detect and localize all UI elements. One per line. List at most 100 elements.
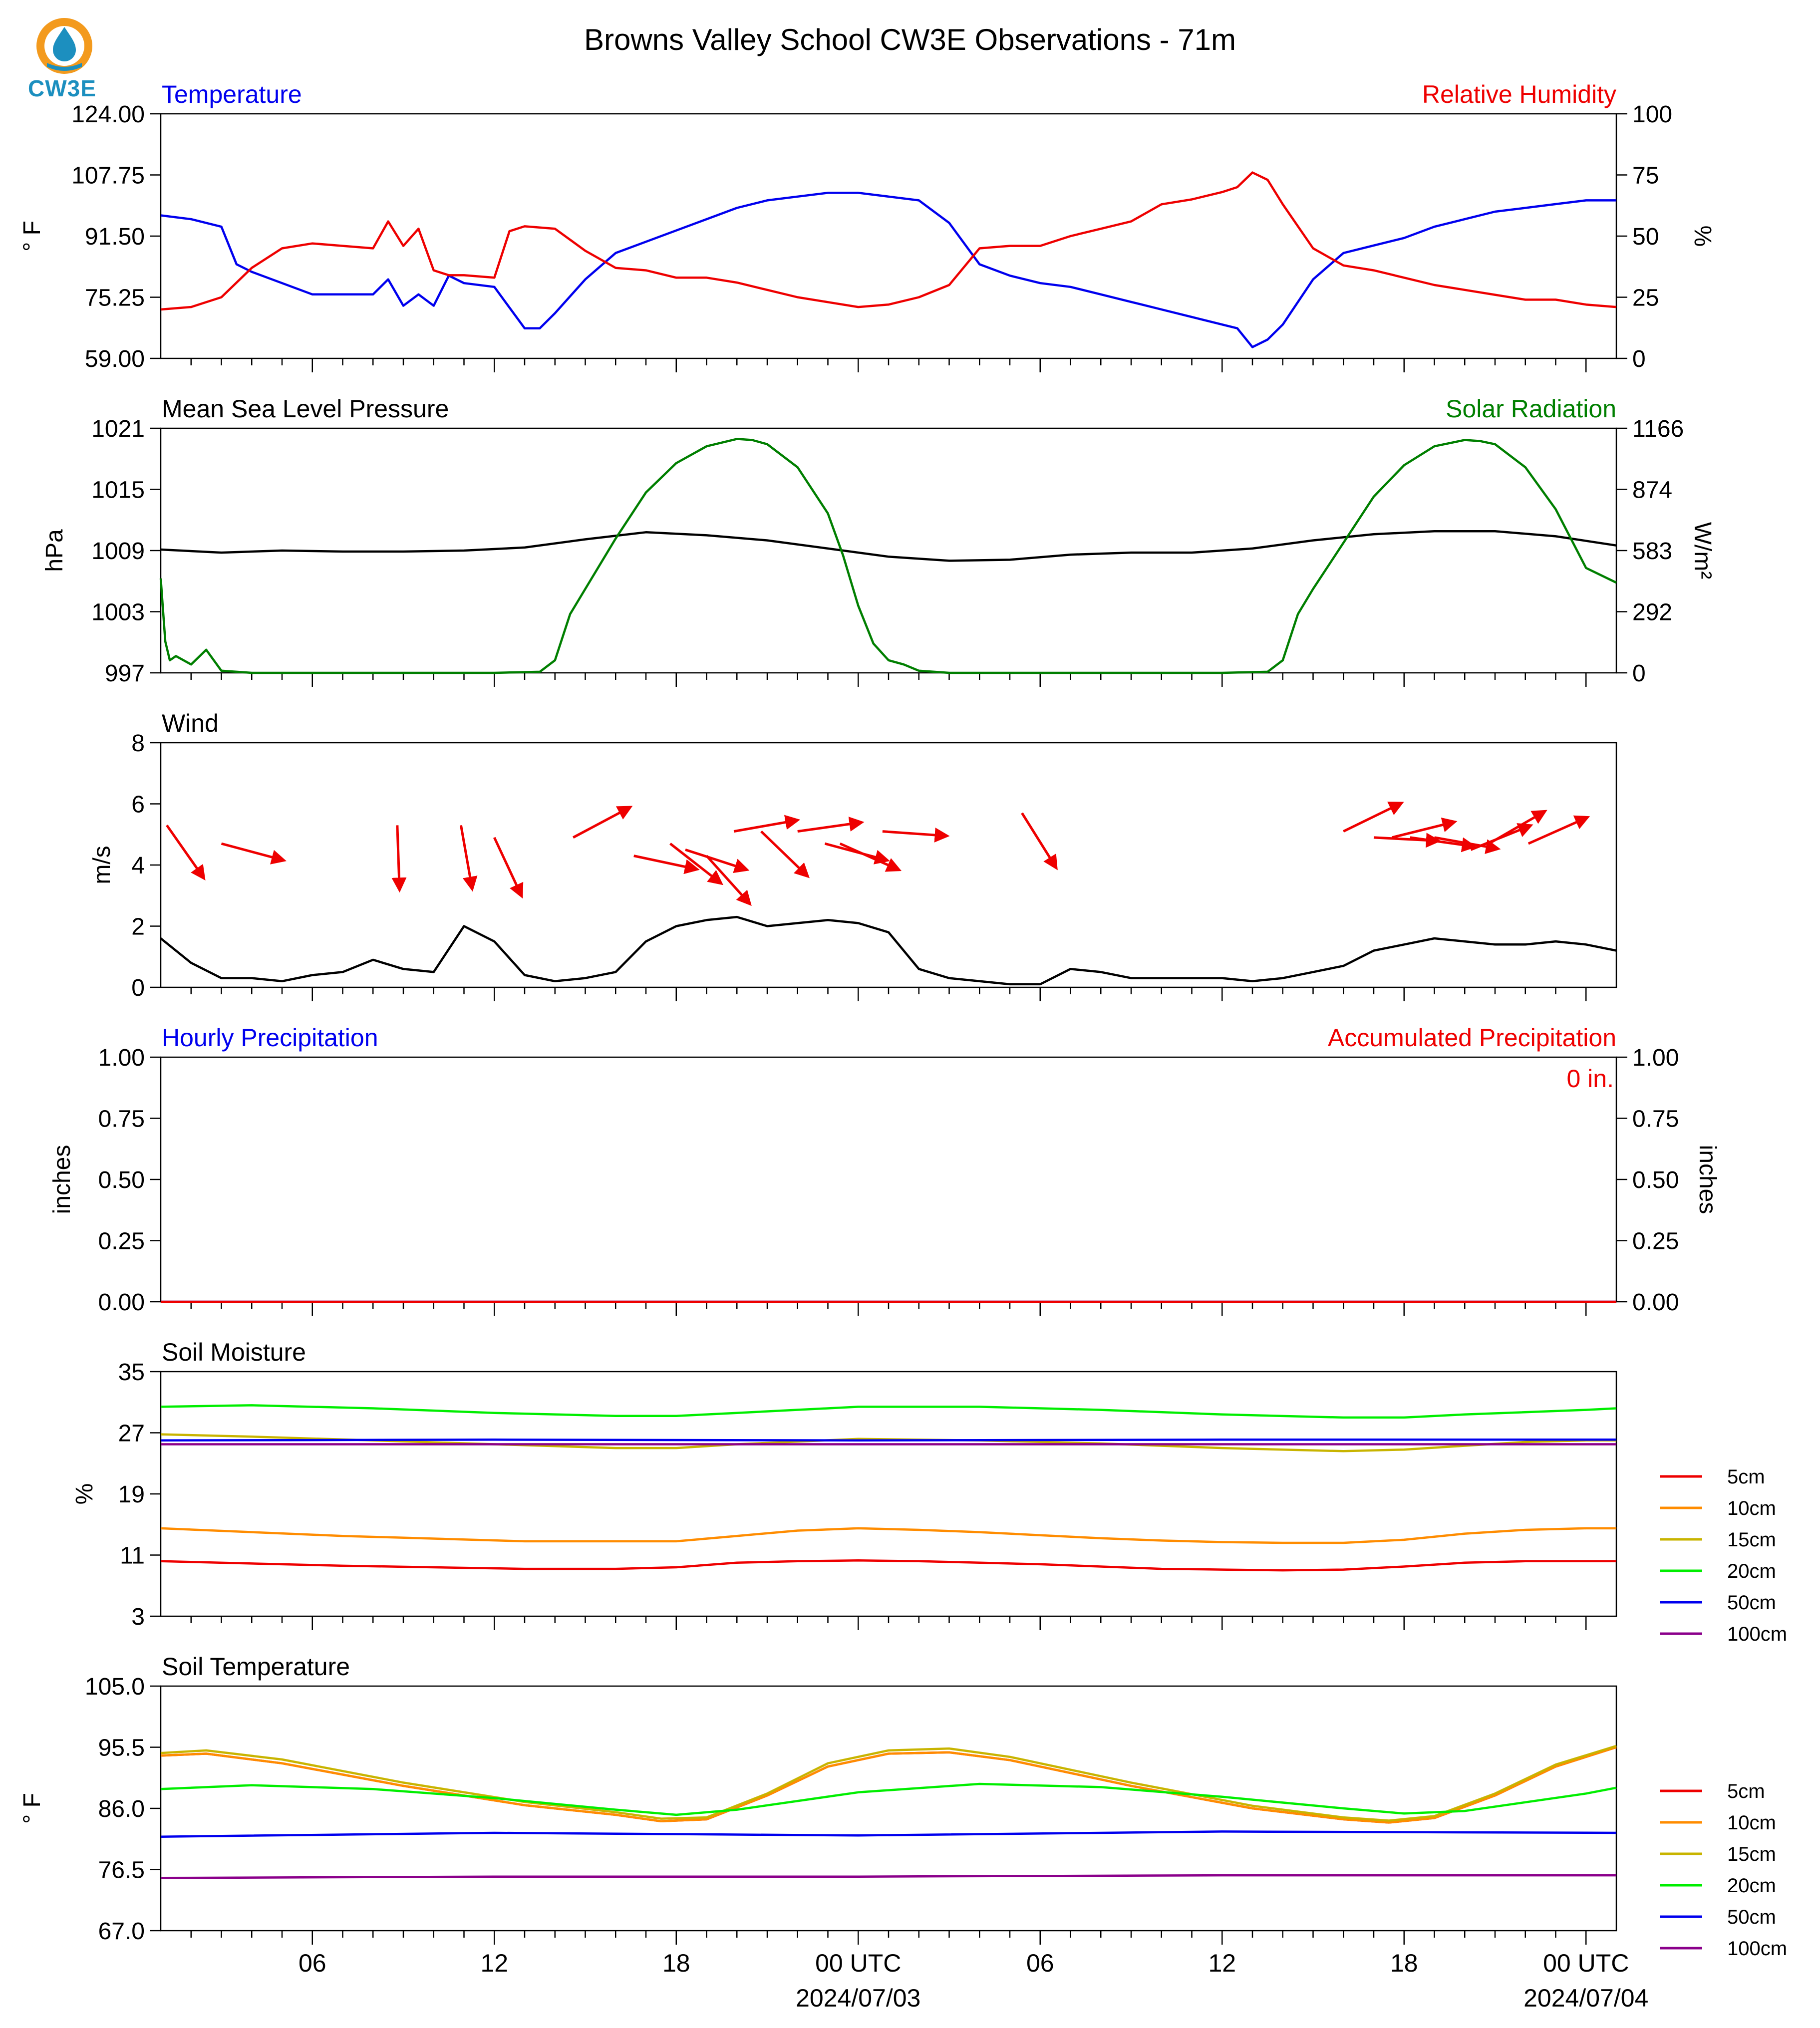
series-line-5cm <box>160 1559 1616 1572</box>
y-axis-label: inches <box>49 1145 75 1214</box>
y-tick-label: 8 <box>131 730 145 757</box>
legend-label: 5cm <box>1727 1466 1765 1488</box>
wind-arrow <box>882 827 950 843</box>
logo-drop-icon <box>36 18 92 74</box>
chart-title: Browns Valley School CW3E Observations -… <box>584 23 1236 56</box>
y-tick-label: 1003 <box>91 599 145 626</box>
y-axis-label: % <box>71 1483 98 1505</box>
series-line-solar-radiation <box>159 438 1617 674</box>
y-tick-label: 95.5 <box>98 1735 145 1761</box>
wind-arrow <box>1343 802 1404 833</box>
wind-arrow <box>633 855 700 874</box>
legend-label: 20cm <box>1727 1875 1776 1897</box>
panel-title-right: Accumulated Precipitation <box>1328 1024 1616 1052</box>
legend-label: 50cm <box>1727 1906 1776 1928</box>
y-tick-label: 0.00 <box>98 1289 145 1316</box>
plot-frame <box>160 1056 1617 1303</box>
y2-tick-label: 0 <box>1632 660 1646 687</box>
x-tick-label: 06 <box>299 1949 326 1977</box>
y-tick-label: 91.50 <box>85 224 145 250</box>
panel-title-right: Relative Humidity <box>1422 80 1616 108</box>
wind-arrow <box>493 837 524 899</box>
series-line-5cm <box>160 1746 1617 1824</box>
y2-tick-label: 0.75 <box>1632 1106 1679 1133</box>
y-tick-label: 3 <box>131 1604 145 1630</box>
panel-wind: 8 6 4 2 0 m/s Wind <box>89 709 1617 1001</box>
wind-arrow <box>221 842 287 865</box>
panel-title-left: Hourly Precipitation <box>162 1024 378 1052</box>
y2-tick-label: 292 <box>1632 599 1672 626</box>
x-tick-label: 06 <box>1026 1949 1054 1977</box>
x-date-label: 2024/07/04 <box>1523 1984 1648 2012</box>
series-line-temperature <box>160 192 1616 348</box>
panel-title-left: Soil Moisture <box>162 1338 306 1366</box>
y-axis-label: m/s <box>89 846 115 884</box>
wind-arrow <box>685 848 750 873</box>
y2-tick-label: 0 <box>1632 346 1646 372</box>
panel-soil_moisture: 35 27 19 11 3% Soil Moisture 5cm 10cm 15cm 20cm 50… <box>71 1338 1787 1645</box>
x-tick-label: 00 UTC <box>1543 1949 1629 1977</box>
series-line-50cm <box>160 1439 1616 1442</box>
series-line-wind <box>160 915 1617 986</box>
wind-arrow <box>797 817 865 833</box>
y-tick-label: 124.00 <box>71 101 145 128</box>
y2-tick-label: 1.00 <box>1632 1045 1679 1071</box>
wind-arrow <box>573 806 633 839</box>
series-line-100cm <box>160 1874 1616 1879</box>
wind-arrow <box>391 825 407 893</box>
y-tick-label: 76.5 <box>98 1857 145 1884</box>
legend-label: 20cm <box>1727 1560 1776 1582</box>
wind-arrow <box>1391 817 1458 839</box>
legend-label: 50cm <box>1727 1592 1776 1614</box>
y-axis-label: hPa <box>41 529 68 572</box>
wind-arrow <box>669 843 723 885</box>
y2-tick-label: 0.50 <box>1632 1167 1679 1193</box>
y-tick-label: 0.75 <box>98 1106 145 1133</box>
y-tick-label: 105.0 <box>85 1674 145 1700</box>
panel-title-left: Temperature <box>162 80 302 108</box>
y2-axis-label: % <box>1689 226 1716 247</box>
panel-pressure_solar: 1021 1015 1009 1003 997 1166 874 583 292 0 hPa W/m²… <box>41 395 1716 687</box>
y-tick-label: 35 <box>118 1359 145 1386</box>
plot-frame <box>160 1685 1617 1932</box>
series-line-50cm <box>160 1830 1617 1838</box>
panel-temp_rh: 124.00 107.75 91.50 75.25 59.00 100 75 50 25 0 ° F… <box>19 80 1716 372</box>
series-line-mean-sea-level-pressure <box>160 530 1617 562</box>
x-tick-label: 12 <box>480 1949 508 1977</box>
y-axis-label: ° F <box>19 221 45 252</box>
series-line-15cm <box>160 1744 1617 1822</box>
y-tick-label: 1009 <box>91 538 145 565</box>
accumulated-total-label: 0 in. <box>1566 1065 1614 1093</box>
y2-tick-label: 0.25 <box>1632 1228 1679 1255</box>
y-tick-label: 27 <box>118 1421 145 1447</box>
wind-arrow <box>839 842 902 872</box>
y-tick-label: 67.0 <box>98 1918 145 1945</box>
y2-tick-label: 874 <box>1632 477 1672 504</box>
legend-label: 15cm <box>1727 1529 1776 1551</box>
y-tick-label: 0 <box>131 975 145 1001</box>
x-tick-label: 12 <box>1208 1949 1236 1977</box>
wind-arrow <box>1410 836 1477 853</box>
y-tick-label: 86.0 <box>98 1796 145 1822</box>
y-tick-label: 1.00 <box>98 1045 145 1071</box>
y2-tick-label: 100 <box>1632 101 1672 128</box>
y-tick-label: 59.00 <box>85 346 145 372</box>
wind-arrow <box>1021 812 1058 870</box>
panel-title-right: Solar Radiation <box>1446 395 1616 423</box>
panel-title-left: Mean Sea Level Pressure <box>162 395 449 423</box>
panel-soil_temperature: 105.0 95.5 86.0 76.5 67.0 ° F Soil Temperature… <box>19 1653 1787 1960</box>
y2-tick-label: 75 <box>1632 163 1659 189</box>
y2-tick-label: 583 <box>1632 538 1672 565</box>
wind-arrow <box>166 824 206 880</box>
logo-text: CW3E <box>28 75 96 101</box>
series-line-15cm <box>160 1433 1616 1452</box>
panel-title-left: Soil Temperature <box>162 1653 350 1681</box>
x-tick-label: 18 <box>662 1949 690 1977</box>
series-line-20cm <box>160 1782 1617 1816</box>
series-line-20cm <box>160 1404 1617 1419</box>
y-tick-label: 4 <box>131 853 145 879</box>
y-tick-label: 1021 <box>91 416 145 442</box>
legend-label: 10cm <box>1727 1497 1776 1519</box>
wind-arrow <box>1488 810 1547 845</box>
